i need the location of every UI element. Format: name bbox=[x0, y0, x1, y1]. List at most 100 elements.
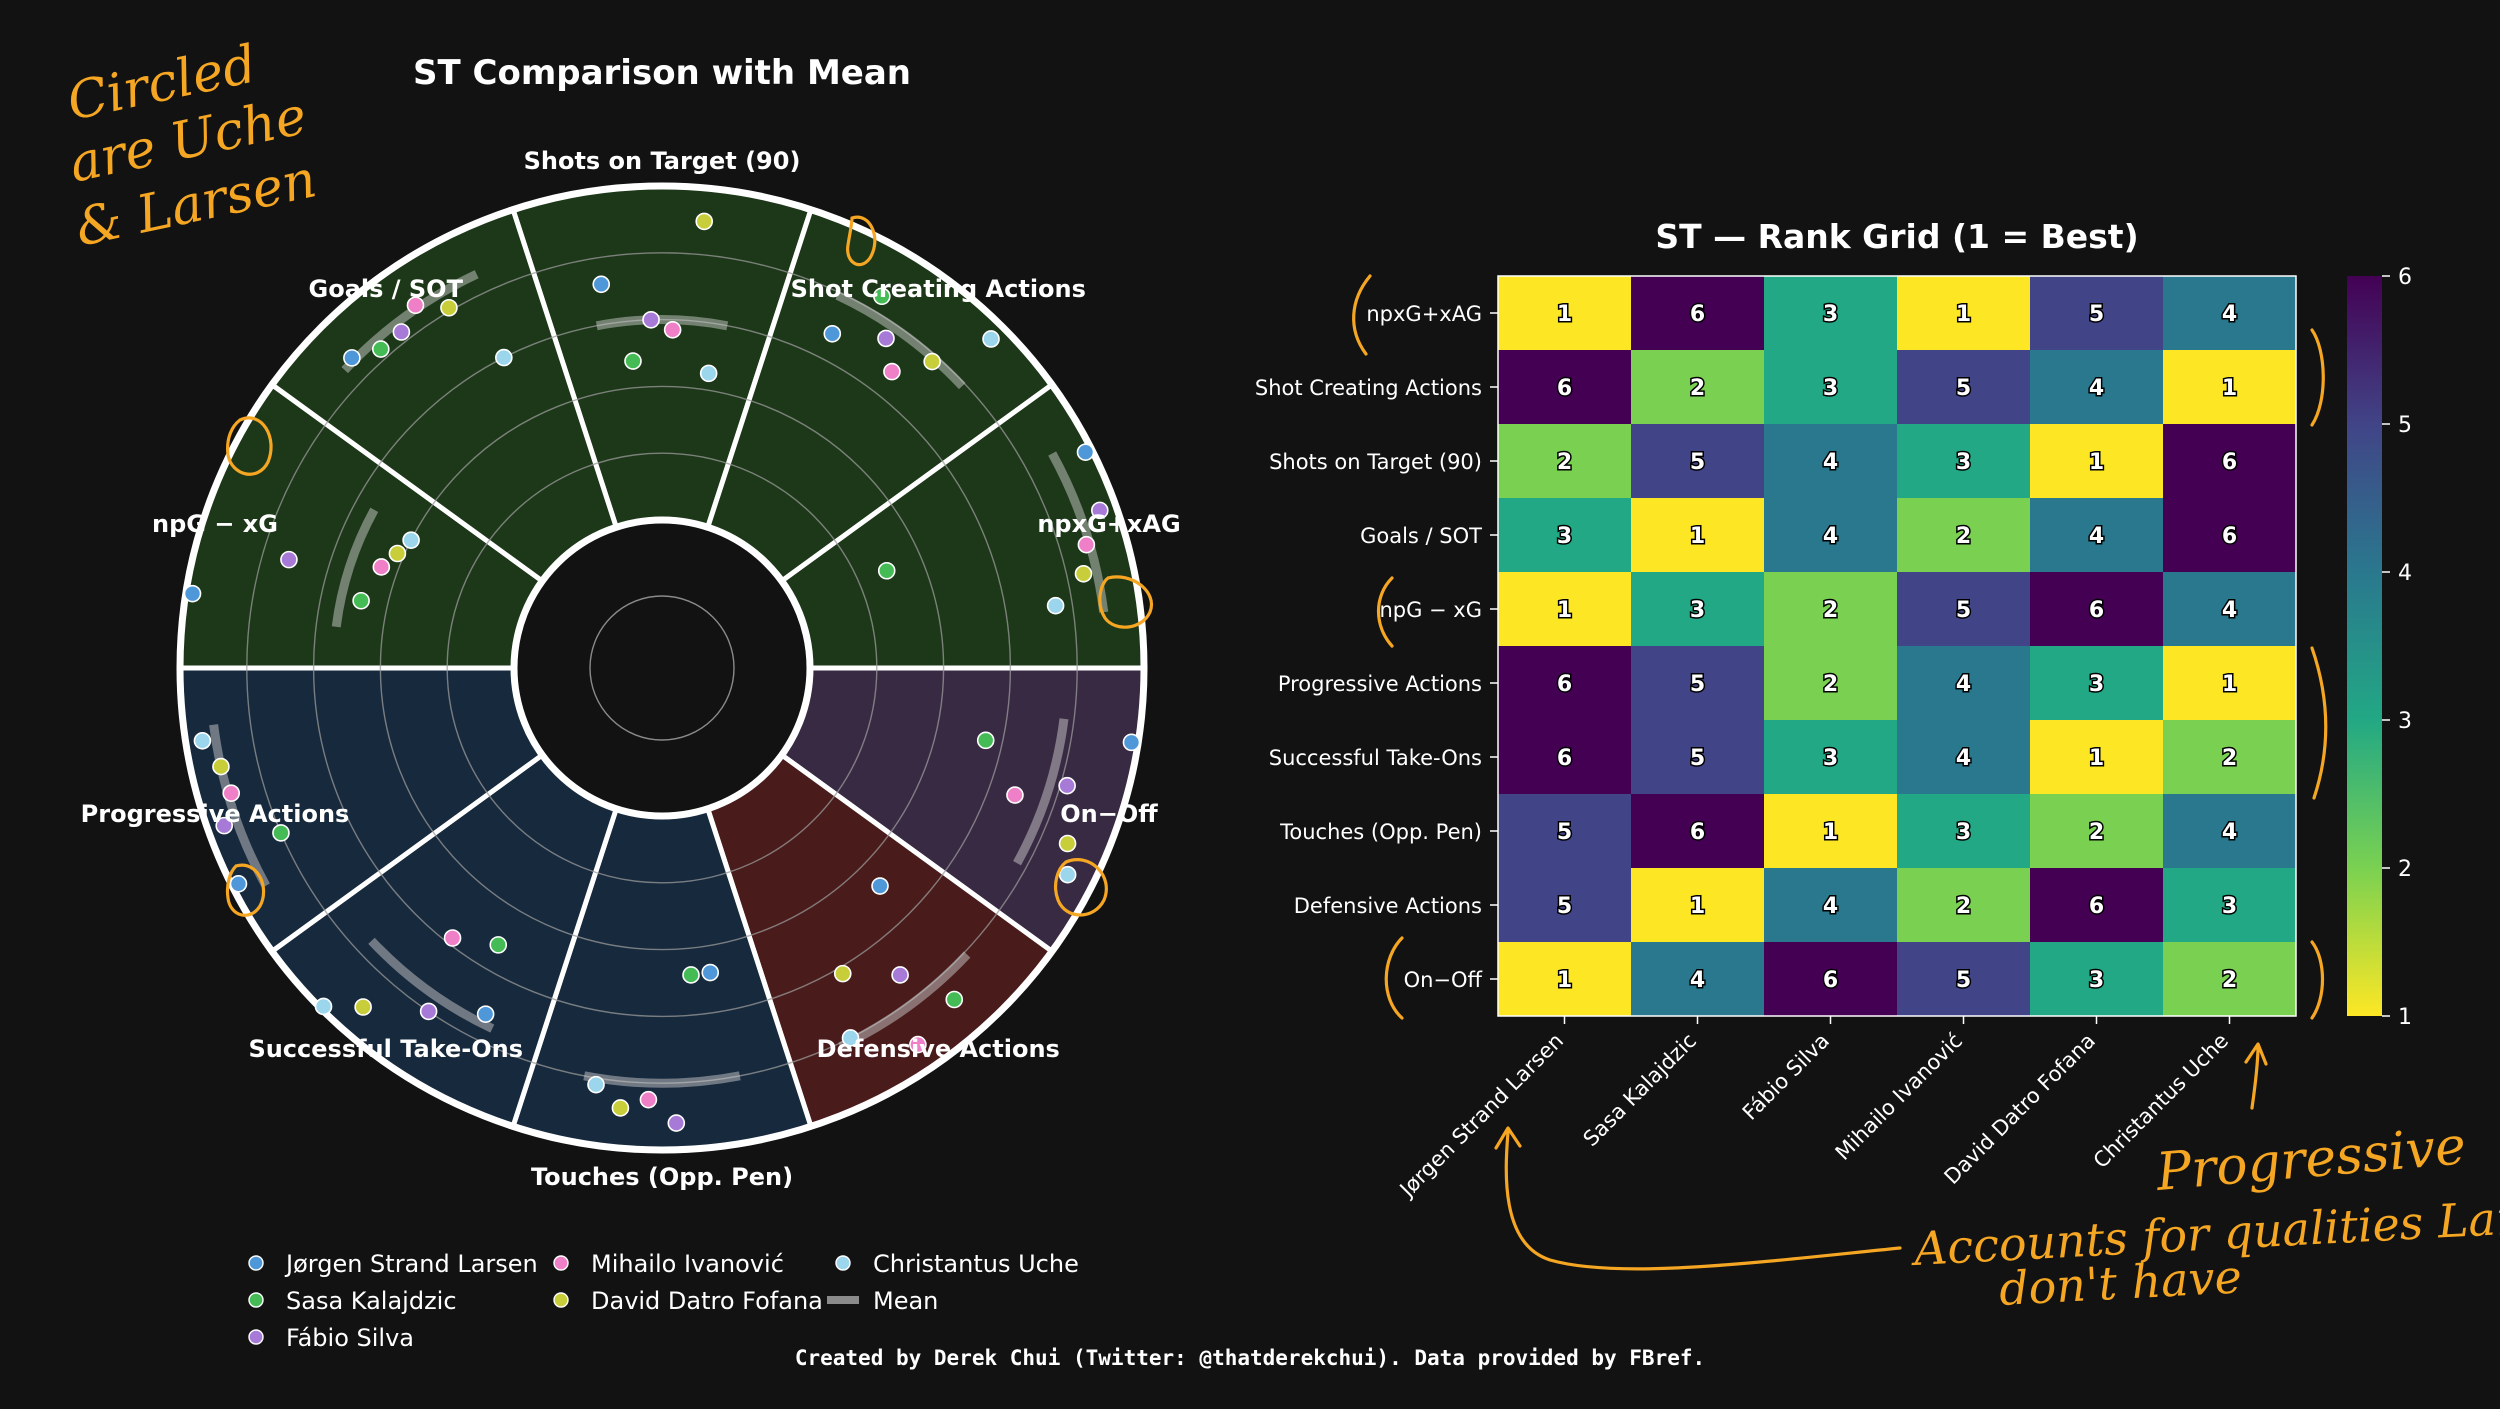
radar-metric-label-npxg-xag: npxG+xAG bbox=[1037, 510, 1180, 538]
radar-point-j-rgen-strand-larsen-shot-creating-actions bbox=[823, 324, 842, 343]
heatmap-cell-touches-opp-pen-sasa-kalajdzic bbox=[1631, 794, 1764, 868]
radar-point-christantus-uche-npg-xg bbox=[402, 531, 420, 549]
heatmap-column-label-sasa-kalajdzic: Sasa Kalajdzic bbox=[1579, 1029, 1701, 1151]
radar-point-mihailo-ivanovic-shots-on-target-90 bbox=[663, 320, 682, 339]
colorbar-tick-label-6: 6 bbox=[2398, 265, 2412, 290]
radar-point-david-datro-fofana-touches-opp-pen bbox=[611, 1099, 630, 1117]
heatmap-cell-value: 2 bbox=[2222, 746, 2237, 771]
heatmap-cell-shots-on-target-90-christantus-uche bbox=[2163, 424, 2296, 498]
radar-point-david-datro-fofana-on-off bbox=[1058, 834, 1077, 853]
heatmap-column-label-mihailo-ivanovic: Mihailo Ivanović bbox=[1831, 1029, 1967, 1165]
bracket-shot-creating-right bbox=[2310, 328, 2325, 427]
radar-point-david-datro-fofana-progressive-actions bbox=[212, 757, 230, 776]
heatmap-cell-defensive-actions-mihailo-ivanovic bbox=[1897, 868, 2030, 942]
radar-point-j-rgen-strand-larsen-shots-on-target-90 bbox=[592, 275, 611, 294]
radar-metric-label-touches-opp-pen: Touches (Opp. Pen) bbox=[531, 1163, 793, 1191]
radar-mean-arc-progressive-actions bbox=[209, 724, 270, 888]
heatmap-cell-value: 5 bbox=[1956, 598, 1971, 623]
colorbar-tick-label-2: 2 bbox=[2398, 857, 2412, 882]
heatmap-cell-touches-opp-pen-christantus-uche bbox=[2163, 794, 2296, 868]
heatmap-cell-value: 1 bbox=[1557, 968, 1572, 993]
heatmap-cell-value: 4 bbox=[1823, 524, 1838, 549]
bracket-progressive-right bbox=[2310, 646, 2328, 800]
heatmap-row-label-touches-opp-pen: Touches (Opp. Pen) bbox=[1279, 820, 1482, 844]
heatmap-cell-value: 5 bbox=[1690, 450, 1705, 475]
heatmap-cell-npg-xg-christantus-uche bbox=[2163, 572, 2296, 646]
heatmap-row-label-progressive-actions: Progressive Actions bbox=[1278, 672, 1482, 696]
heatmap-row-label-on-off: On−Off bbox=[1404, 968, 1483, 992]
radar-title: ST Comparison with Mean bbox=[413, 53, 911, 93]
radar-point-christantus-uche-shots-on-target-90 bbox=[699, 364, 718, 383]
bracket-on-off-right bbox=[2310, 940, 2325, 1020]
heatmap-cell-successful-take-ons-mihailo-ivanovic bbox=[1897, 720, 2030, 794]
heatmap-cell-on-off-mihailo-ivanovic bbox=[1897, 942, 2030, 1016]
legend-marker-j-rgen-strand-larsen bbox=[248, 1255, 264, 1271]
heatmap-cells: 1 6 3 1 5 4 6 2 3 5 4 1 2 5 4 3 1 6 3 1 4 2 4 6 1 3 2 5 6 4 6 5 2 4 3 1 6 5 3 4… bbox=[1497, 275, 2297, 1017]
radar-inner-ring bbox=[589, 595, 735, 741]
heatmap-cell-value: 6 bbox=[2089, 598, 2104, 623]
heatmap-cell-touches-opp-pen-david-datro-fofana bbox=[2030, 794, 2163, 868]
heatmap-cell-value: 2 bbox=[1823, 598, 1838, 623]
radar-point-j-rgen-strand-larsen-on-off bbox=[1122, 733, 1141, 752]
radar-mean-arc-successful-take-ons bbox=[368, 937, 495, 1033]
heatmap-cell-on-off-david-datro-fofana bbox=[2030, 942, 2163, 1016]
heatmap-cell-defensive-actions-sasa-kalajdzic bbox=[1631, 868, 1764, 942]
heatmap-cell-npxg-xag-mihailo-ivanovic bbox=[1897, 276, 2030, 350]
annotation-accounts-line2: don't have bbox=[1998, 1249, 2243, 1316]
heatmap-cell-progressive-actions-david-datro-fofana bbox=[2030, 646, 2163, 720]
radar-point-mihailo-ivanovic-npxg-xag bbox=[1077, 535, 1096, 554]
bracket-npg-xg bbox=[1376, 576, 1394, 648]
heatmap-cell-value: 4 bbox=[1956, 672, 1971, 697]
heatmap-cell-successful-take-ons-fabio-silva bbox=[1764, 720, 1897, 794]
legend-marker-christantus-uche bbox=[835, 1255, 851, 1271]
colorbar-tick-label-4: 4 bbox=[2398, 561, 2412, 586]
radar-metric-label-npg-xg: npG − xG bbox=[152, 510, 278, 538]
bracket-npxg-xag bbox=[1352, 274, 1372, 356]
legend-label-mihailo-ivanovic: Mihailo Ivanović bbox=[591, 1250, 784, 1278]
radar-point-david-datro-fofana-npxg-xag bbox=[1074, 564, 1093, 583]
legend-label-sasa-kalajdzic: Sasa Kalajdzic bbox=[286, 1287, 457, 1315]
heatmap-cell-value: 5 bbox=[1956, 968, 1971, 993]
radar-point-sasa-kalajdzic-defensive-actions bbox=[945, 990, 964, 1009]
heatmap-cell-successful-take-ons-j-rgen-strand-larsen bbox=[1498, 720, 1631, 794]
radar-point-sasa-kalajdzic-npxg-xag bbox=[877, 561, 896, 580]
heatmap-cell-goals-sot-j-rgen-strand-larsen bbox=[1498, 498, 1631, 572]
radar-metric-label-defensive-actions: Defensive Actions bbox=[817, 1035, 1060, 1063]
radar-gridline-ring bbox=[379, 385, 945, 951]
heatmap-cell-npg-xg-fabio-silva bbox=[1764, 572, 1897, 646]
radar-point-christantus-uche-touches-opp-pen bbox=[587, 1075, 605, 1094]
heatmap-cell-npg-xg-david-datro-fofana bbox=[2030, 572, 2163, 646]
radar-metric-label-shot-creating-actions: Shot Creating Actions bbox=[791, 275, 1086, 303]
radar-mean-arc-shot-creating-actions bbox=[835, 291, 966, 390]
heatmap-cell-defensive-actions-david-datro-fofana bbox=[2030, 868, 2163, 942]
heatmap-cell-defensive-actions-fabio-silva bbox=[1764, 868, 1897, 942]
heatmap-cell-progressive-actions-mihailo-ivanovic bbox=[1897, 646, 2030, 720]
legend-marker-mihailo-ivanovic bbox=[553, 1255, 569, 1271]
heatmap-cell-shots-on-target-90-fabio-silva bbox=[1764, 424, 1897, 498]
heatmap-cell-npxg-xag-j-rgen-strand-larsen bbox=[1498, 276, 1631, 350]
radar-metric-label-progressive-actions: Progressive Actions bbox=[81, 800, 350, 828]
colorbar-tick-label-1: 1 bbox=[2398, 1005, 2412, 1030]
heatmap-cell-value: 6 bbox=[1690, 820, 1705, 845]
heatmap-cell-value: 4 bbox=[2222, 302, 2237, 327]
radar-point-christantus-uche-npxg-xag bbox=[1046, 596, 1065, 615]
heatmap-cell-progressive-actions-christantus-uche bbox=[2163, 646, 2296, 720]
circle-mark-npxg-xag bbox=[1098, 575, 1154, 629]
heatmap-cell-goals-sot-sasa-kalajdzic bbox=[1631, 498, 1764, 572]
heatmap-cell-progressive-actions-sasa-kalajdzic bbox=[1631, 646, 1764, 720]
radar-point-mihailo-ivanovic-progressive-actions bbox=[222, 784, 241, 802]
heatmap-cell-npxg-xag-sasa-kalajdzic bbox=[1631, 276, 1764, 350]
radar-point-j-rgen-strand-larsen-progressive-actions bbox=[229, 874, 248, 893]
heatmap-row-label-defensive-actions: Defensive Actions bbox=[1294, 894, 1482, 918]
heatmap-row-label-npxg-xag: npxG+xAG bbox=[1366, 302, 1482, 326]
heatmap-cell-value: 2 bbox=[1823, 672, 1838, 697]
radar-point-sasa-kalajdzic-successful-take-ons bbox=[489, 936, 508, 954]
heatmap-cell-shot-creating-actions-mihailo-ivanovic bbox=[1897, 350, 2030, 424]
annotation-progressive: Progressive bbox=[2153, 1116, 2468, 1203]
radar-point-sasa-kalajdzic-npg-xg bbox=[352, 591, 370, 610]
heatmap-cell-on-off-j-rgen-strand-larsen bbox=[1498, 942, 1631, 1016]
colorbar-tick-label-5: 5 bbox=[2398, 413, 2412, 438]
radar-metric-labels: Shots on Target (90) Shot Creating Action… bbox=[81, 147, 1181, 1191]
heatmap-cell-value: 2 bbox=[1956, 524, 1971, 549]
radar-point-mihailo-ivanovic-shot-creating-actions bbox=[883, 362, 901, 381]
